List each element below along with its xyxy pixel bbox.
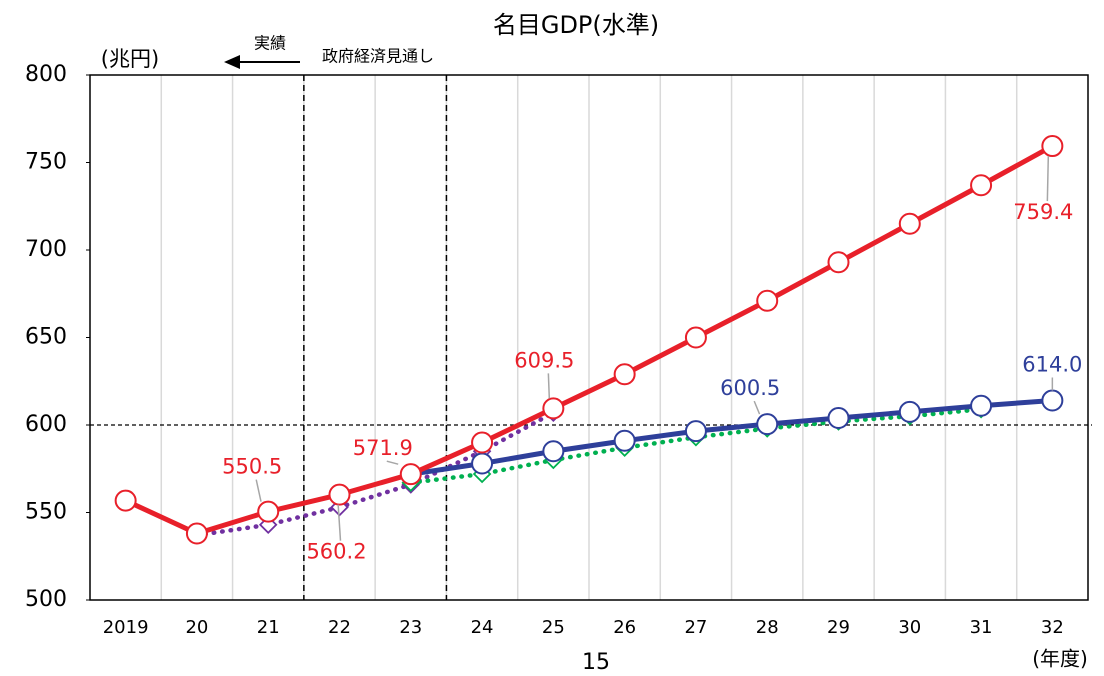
marker <box>542 440 565 463</box>
marker <box>684 326 707 349</box>
x-tick-label: 23 <box>399 617 422 638</box>
x-tick-label: 28 <box>756 617 779 638</box>
series-line <box>408 398 1055 477</box>
leader-line <box>255 479 262 502</box>
leader-line <box>337 504 342 541</box>
data-label: 571.9 <box>353 436 413 460</box>
data-label: 614.0 <box>1022 353 1082 377</box>
data-label: 600.5 <box>720 376 780 400</box>
marker <box>684 420 707 443</box>
chart-title: 名目GDP(水準) <box>493 11 659 39</box>
x-tick-label: 26 <box>613 617 636 638</box>
marker <box>898 400 921 423</box>
marker <box>970 174 993 197</box>
y-tick-label: 800 <box>25 62 67 87</box>
marker <box>898 212 921 235</box>
marker <box>471 431 494 454</box>
marker <box>756 413 779 436</box>
x-axis-label: (年度) <box>1032 647 1088 671</box>
y-tick-label: 600 <box>25 412 67 437</box>
x-tick-label: 31 <box>970 617 993 638</box>
marker <box>328 483 351 506</box>
x-tick-label: 32 <box>1041 617 1064 638</box>
leader-line <box>753 400 761 415</box>
arrow-head <box>224 55 240 69</box>
data-label: 550.5 <box>222 455 282 479</box>
marker <box>114 489 137 512</box>
leader-line <box>547 373 551 399</box>
y-tick-label: 750 <box>25 150 67 175</box>
x-tick-label: 21 <box>257 617 280 638</box>
marker <box>185 522 208 545</box>
marker <box>257 500 280 523</box>
marker <box>827 407 850 429</box>
marker <box>756 289 779 312</box>
x-tick-label: 30 <box>898 617 921 638</box>
x-tick-label: 27 <box>684 617 707 638</box>
marker <box>399 463 422 486</box>
x-tick-label: 22 <box>328 617 351 638</box>
series-line <box>123 143 1055 536</box>
data-label: 759.4 <box>1013 200 1073 224</box>
marker <box>471 452 494 475</box>
x-tick-label: 29 <box>827 617 850 638</box>
data-label: 609.5 <box>514 348 574 372</box>
x-tick-label: 25 <box>542 617 565 638</box>
leader-line <box>386 460 399 465</box>
series-line <box>194 410 556 538</box>
x-tick-label: 24 <box>471 617 494 638</box>
y-tick-label: 500 <box>25 587 67 612</box>
y-tick-label: 550 <box>25 500 67 525</box>
leader-line <box>1046 156 1050 202</box>
marker <box>613 363 636 386</box>
data-label: 560.2 <box>306 540 366 564</box>
x-tick-label: 2019 <box>103 617 149 638</box>
marker <box>1041 389 1064 412</box>
marker <box>613 429 636 452</box>
marker <box>970 394 993 417</box>
marker <box>827 251 850 274</box>
annotation-right: 政府経済見通し <box>322 47 434 66</box>
marker <box>1041 135 1064 158</box>
marker <box>542 397 565 420</box>
y-axis-label: (兆円) <box>101 47 159 71</box>
y-tick-label: 650 <box>25 325 67 350</box>
annotation-left: 実績 <box>254 34 286 53</box>
y-tick-label: 700 <box>25 237 67 262</box>
page-number: 15 <box>582 650 610 675</box>
x-tick-label: 20 <box>185 617 208 638</box>
